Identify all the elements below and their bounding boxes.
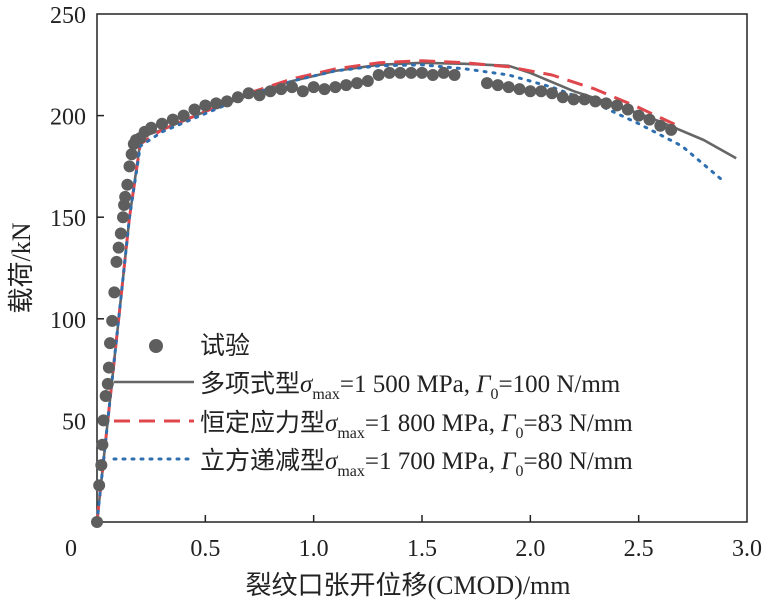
- series-experiment: [91, 66, 678, 528]
- experiment-point: [199, 99, 212, 112]
- experiment-point: [643, 113, 656, 126]
- experiment-point: [513, 83, 526, 96]
- experiment-point: [117, 211, 129, 224]
- experiment-point: [578, 93, 591, 106]
- experiment-point: [253, 89, 266, 102]
- y-tick-label: 100: [50, 308, 86, 334]
- experiment-point: [102, 361, 115, 374]
- experiment-point: [546, 87, 558, 100]
- experiment-point: [394, 66, 407, 79]
- experiment-point: [231, 91, 244, 104]
- experiment-point: [99, 390, 112, 403]
- experiment-point: [166, 113, 179, 126]
- experiment-point: [329, 81, 342, 94]
- experiment-point: [372, 68, 385, 81]
- experiment-point: [123, 160, 136, 173]
- x-tick-label: 2.5: [624, 536, 654, 562]
- experiment-point: [95, 459, 108, 472]
- experiment-point: [242, 87, 255, 100]
- experiment-point: [275, 83, 288, 96]
- experiment-point: [600, 97, 613, 110]
- legend-item-constant: 恒定应力型σmax=1 800 MPa, Γ0=83 N/mm: [114, 409, 633, 442]
- y-tick-label: 50: [62, 409, 86, 435]
- experiment-point: [97, 414, 110, 427]
- experiment-point: [405, 66, 418, 79]
- x-tick-label: 1.5: [407, 536, 437, 562]
- experiment-point: [177, 109, 190, 122]
- experiment-point: [119, 190, 132, 203]
- experiment-point: [556, 91, 569, 104]
- experiment-point: [632, 109, 645, 122]
- experiment-point: [481, 77, 493, 90]
- experiment-point: [307, 81, 320, 94]
- experiment-point: [108, 286, 121, 299]
- experiment-point: [210, 97, 223, 110]
- legend-item-experiment: 试验: [149, 332, 250, 360]
- experiment-point: [96, 438, 109, 451]
- experiment-point: [448, 68, 461, 81]
- experiment-point: [106, 314, 119, 327]
- experiment-point: [156, 117, 168, 130]
- x-tick-label: 0: [65, 536, 77, 562]
- experiment-point: [112, 241, 125, 254]
- experiment-point: [93, 479, 106, 492]
- legend-label: 立方递减型σmax=1 700 MPa, Γ0=80 N/mm: [200, 447, 633, 480]
- experiment-point: [654, 119, 667, 132]
- legend-label: 多项式型σmax=1 500 MPa, Γ0=100 N/mm: [200, 370, 621, 403]
- series-layer: [91, 59, 737, 528]
- legend-marker: [149, 339, 163, 353]
- y-tick-label: 150: [50, 206, 86, 232]
- experiment-point: [491, 79, 504, 92]
- experiment-point: [110, 255, 123, 268]
- experiment-point: [318, 83, 331, 96]
- y-axis-label: 载荷/kN: [7, 222, 36, 313]
- legend-label: 恒定应力型σmax=1 800 MPa, Γ0=83 N/mm: [200, 409, 633, 442]
- experiment-point: [145, 121, 158, 134]
- experiment-point: [340, 79, 353, 92]
- experiment-point: [286, 81, 298, 94]
- y-tick-label: 250: [50, 3, 86, 29]
- axis-ticks: 0 0.5 1.0 1.5 2.0 2.5 3.0 50 100 150 200 250: [50, 3, 762, 562]
- experiment-point: [101, 377, 114, 390]
- experiment-point: [121, 178, 134, 191]
- plot-frame: [96, 13, 748, 523]
- experiment-point: [665, 123, 678, 136]
- experiment-point: [416, 66, 428, 79]
- x-tick-label: 1.0: [299, 536, 329, 562]
- experiment-point: [383, 66, 396, 79]
- experiment-point: [611, 99, 623, 112]
- experiment-point: [361, 75, 374, 88]
- experiment-point: [188, 103, 201, 116]
- experiment-point: [621, 103, 634, 116]
- experiment-point: [426, 68, 439, 81]
- experiment-point: [567, 93, 580, 106]
- experiment-point: [535, 85, 548, 98]
- experiment-point: [524, 85, 537, 98]
- legend-label: 试验: [200, 332, 250, 360]
- experiment-point: [125, 148, 138, 161]
- x-tick-label: 2.0: [515, 536, 545, 562]
- experiment-point: [296, 85, 309, 98]
- experiment-point: [114, 227, 127, 240]
- legend-item-polynomial: 多项式型σmax=1 500 MPa, Γ0=100 N/mm: [114, 370, 621, 403]
- experiment-point: [437, 66, 450, 79]
- experiment-point: [91, 516, 103, 528]
- legend-item-cubic: 立方递减型σmax=1 700 MPa, Γ0=80 N/mm: [112, 447, 633, 480]
- experiment-point: [264, 85, 277, 98]
- x-axis-label: 裂纹口张开位移(CMOD)/mm: [245, 571, 570, 600]
- experiment-point: [221, 95, 233, 108]
- experiment-point: [351, 77, 363, 90]
- x-tick-label: 0.5: [190, 536, 220, 562]
- experiment-point: [589, 95, 602, 108]
- y-tick-label: 200: [50, 105, 86, 131]
- experiment-point: [104, 337, 116, 350]
- experiment-point: [502, 81, 515, 94]
- x-tick-label: 3.0: [732, 536, 762, 562]
